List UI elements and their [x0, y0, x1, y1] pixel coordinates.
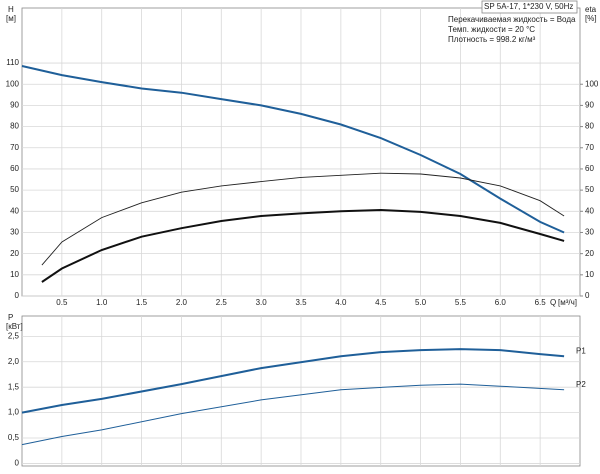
y2-axis-label: eta	[585, 5, 597, 14]
y-tick-label: 2,0	[8, 357, 20, 366]
y2-tick-label: 30	[585, 228, 594, 237]
y-tick-label: 2,5	[8, 331, 20, 340]
x-axis-label: Q	[550, 298, 556, 307]
x-tick-label: 2.5	[216, 298, 228, 307]
x-tick-label: 3.0	[256, 298, 268, 307]
chart-title: SP 5A-17, 1*230 V, 50Hz	[484, 2, 573, 11]
y2-axis-unit: [%]	[585, 14, 597, 23]
y2-tick-label: 50	[585, 185, 594, 194]
x-tick-label: 6.0	[495, 298, 507, 307]
annotation: Плотность = 998.2 кг/м³	[448, 35, 536, 44]
series-label: P2	[576, 380, 586, 389]
y-tick-label: 100	[6, 79, 20, 88]
y2-tick-label: 10	[585, 270, 594, 279]
y-axis-unit: [кВт]	[6, 322, 23, 331]
y-tick-label: 50	[10, 185, 19, 194]
x-tick-label: 4.0	[335, 298, 347, 307]
y2-tick-label: 80	[585, 122, 594, 131]
y-tick-label: 40	[10, 206, 19, 215]
y-axis-unit: [м]	[6, 14, 16, 23]
x-axis-unit: [м³/ч]	[558, 298, 577, 307]
y2-tick-label: 90	[585, 101, 594, 110]
series-line	[21, 383, 565, 446]
y2-tick-label: 20	[585, 249, 594, 258]
y2-tick-label: 0	[585, 291, 590, 300]
x-tick-label: 5.0	[415, 298, 427, 307]
y-tick-label: 60	[10, 164, 19, 173]
y-tick-label: 90	[10, 101, 19, 110]
annotation: Перекачиваемая жидкость = Вода	[448, 15, 576, 24]
y2-tick-label: 70	[585, 143, 594, 152]
series-line	[41, 208, 565, 283]
y-tick-label: 20	[10, 249, 19, 258]
y-tick-label: 10	[10, 270, 19, 279]
y-tick-label: 110	[6, 58, 19, 67]
y-tick-label: 80	[10, 122, 19, 131]
y2-tick-label: 40	[585, 206, 594, 215]
y-tick-label: 1,5	[8, 382, 20, 391]
x-tick-label: 1.0	[96, 298, 108, 307]
y2-tick-label: 60	[585, 164, 594, 173]
x-tick-label: 3.5	[295, 298, 307, 307]
x-tick-label: 5.5	[455, 298, 467, 307]
series-line	[41, 172, 565, 266]
series-line	[21, 65, 565, 234]
y-tick-label: 0	[15, 459, 20, 468]
y-tick-label: 0,5	[8, 433, 20, 442]
y-tick-label: 30	[10, 228, 19, 237]
y-tick-label: 70	[10, 143, 19, 152]
x-tick-label: 4.5	[375, 298, 387, 307]
x-tick-label: 0.5	[56, 298, 68, 307]
x-tick-label: 6.5	[535, 298, 547, 307]
annotation: Темп. жидкости = 20 °C	[448, 25, 535, 34]
y2-tick-label: 100	[585, 79, 599, 88]
series-label: P1	[576, 346, 586, 355]
title-box	[481, 0, 578, 14]
series-line	[21, 348, 565, 414]
x-tick-label: 1.5	[136, 298, 148, 307]
y-axis-label: P	[8, 313, 13, 322]
x-tick-label: 2.0	[176, 298, 188, 307]
y-tick-label: 1,0	[8, 408, 20, 417]
y-tick-label: 0	[15, 291, 20, 300]
y-axis-label: H	[8, 5, 14, 14]
